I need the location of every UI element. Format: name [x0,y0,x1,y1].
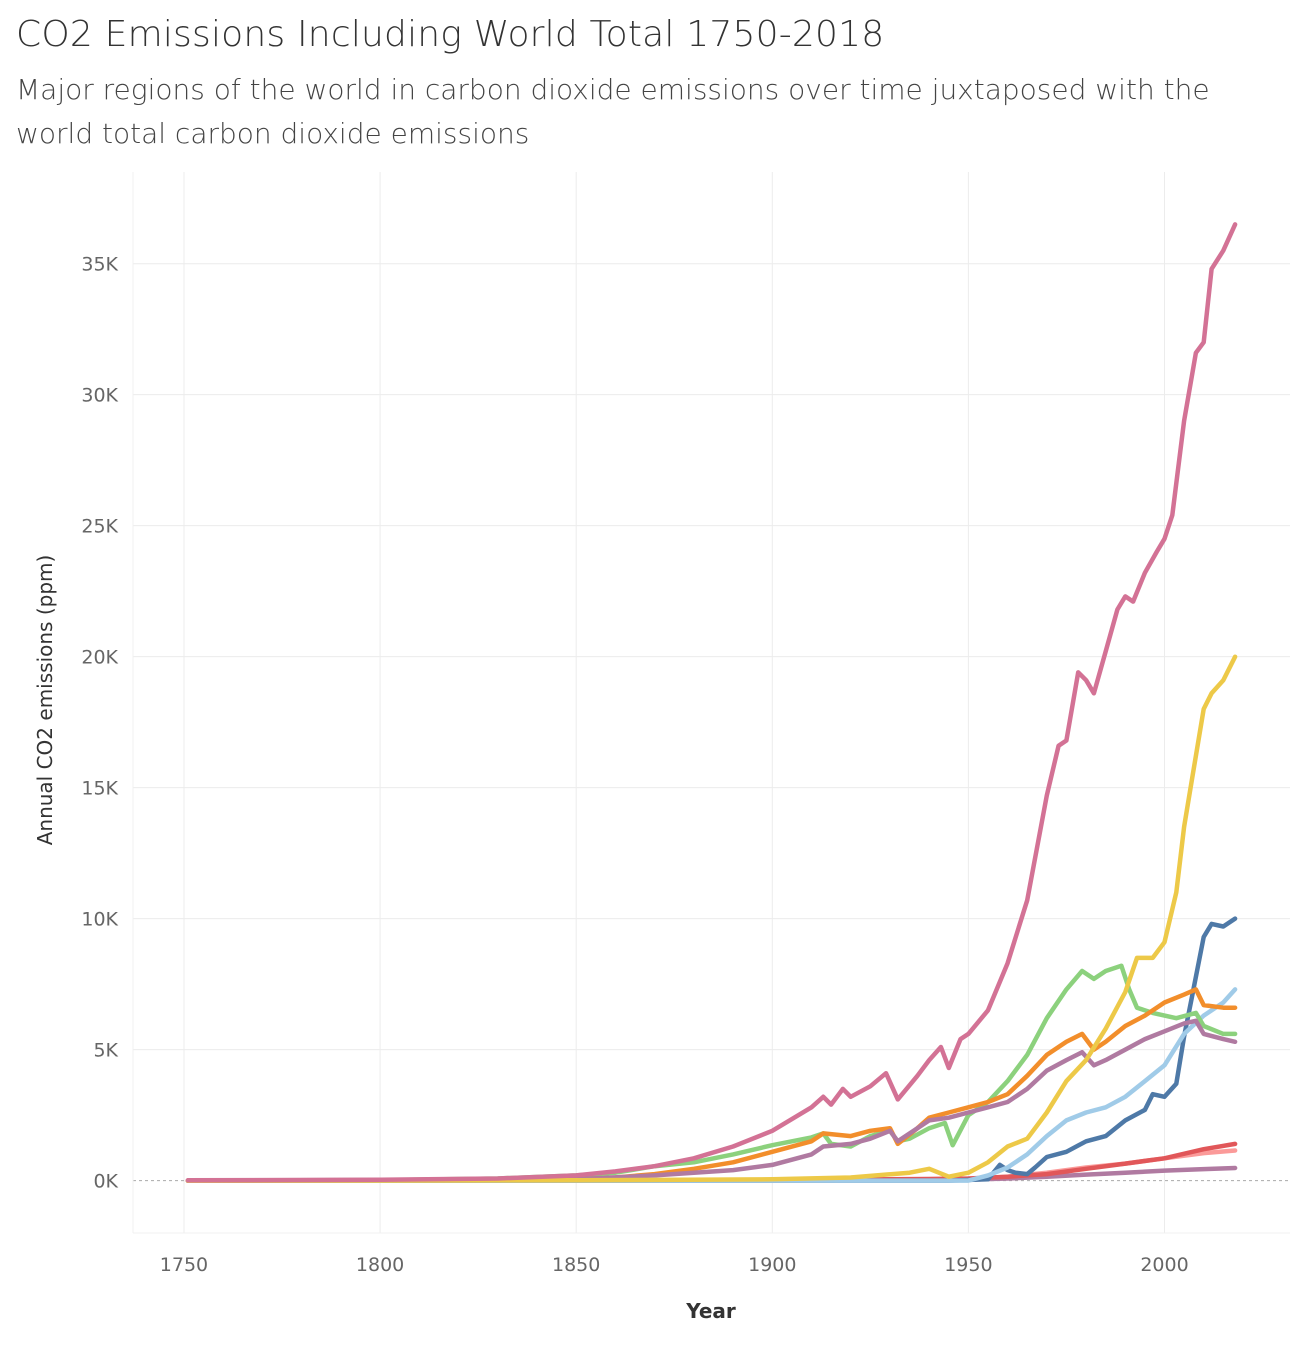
x-tick-label: 1750 [160,1254,208,1276]
series-line-10 [185,222,1238,1183]
y-tick-label: 35K [81,254,118,276]
chart-title: CO2 Emissions Including World Total 1750… [16,14,885,55]
x-tick-label: 1900 [748,1254,796,1276]
chart-subtitle: Major regions of the world in carbon dio… [16,73,1210,150]
grid-lines [132,172,1290,1234]
y-tick-label: 0K [93,1171,118,1193]
y-tick-label: 30K [81,385,118,407]
series-line-6 [185,963,1238,1183]
series-line-7 [185,987,1238,1183]
series-line-9 [185,654,1238,1183]
x-tick-label: 1950 [944,1254,992,1276]
x-axis-ticks: 1750 1800 1850 1900 1950 2000 [160,1254,1189,1276]
y-tick-label: 10K [81,909,118,931]
series-line-5 [185,987,1238,1183]
series-line-8 [185,1018,1238,1183]
y-tick-label: 20K [81,647,118,669]
x-tick-label: 1800 [356,1254,404,1276]
y-axis-title: Annual CO2 emissions (ppm) [33,555,57,846]
y-axis-ticks: 0K 5K 10K 15K 20K 25K 30K 35K [81,254,118,1193]
y-tick-label: 25K [81,516,118,538]
x-axis-title: Year [685,1299,736,1323]
y-tick-label: 15K [81,778,118,800]
series-lines [185,222,1238,1183]
x-tick-label: 2000 [1140,1254,1188,1276]
y-tick-label: 5K [93,1040,118,1062]
x-tick-label: 1850 [552,1254,600,1276]
